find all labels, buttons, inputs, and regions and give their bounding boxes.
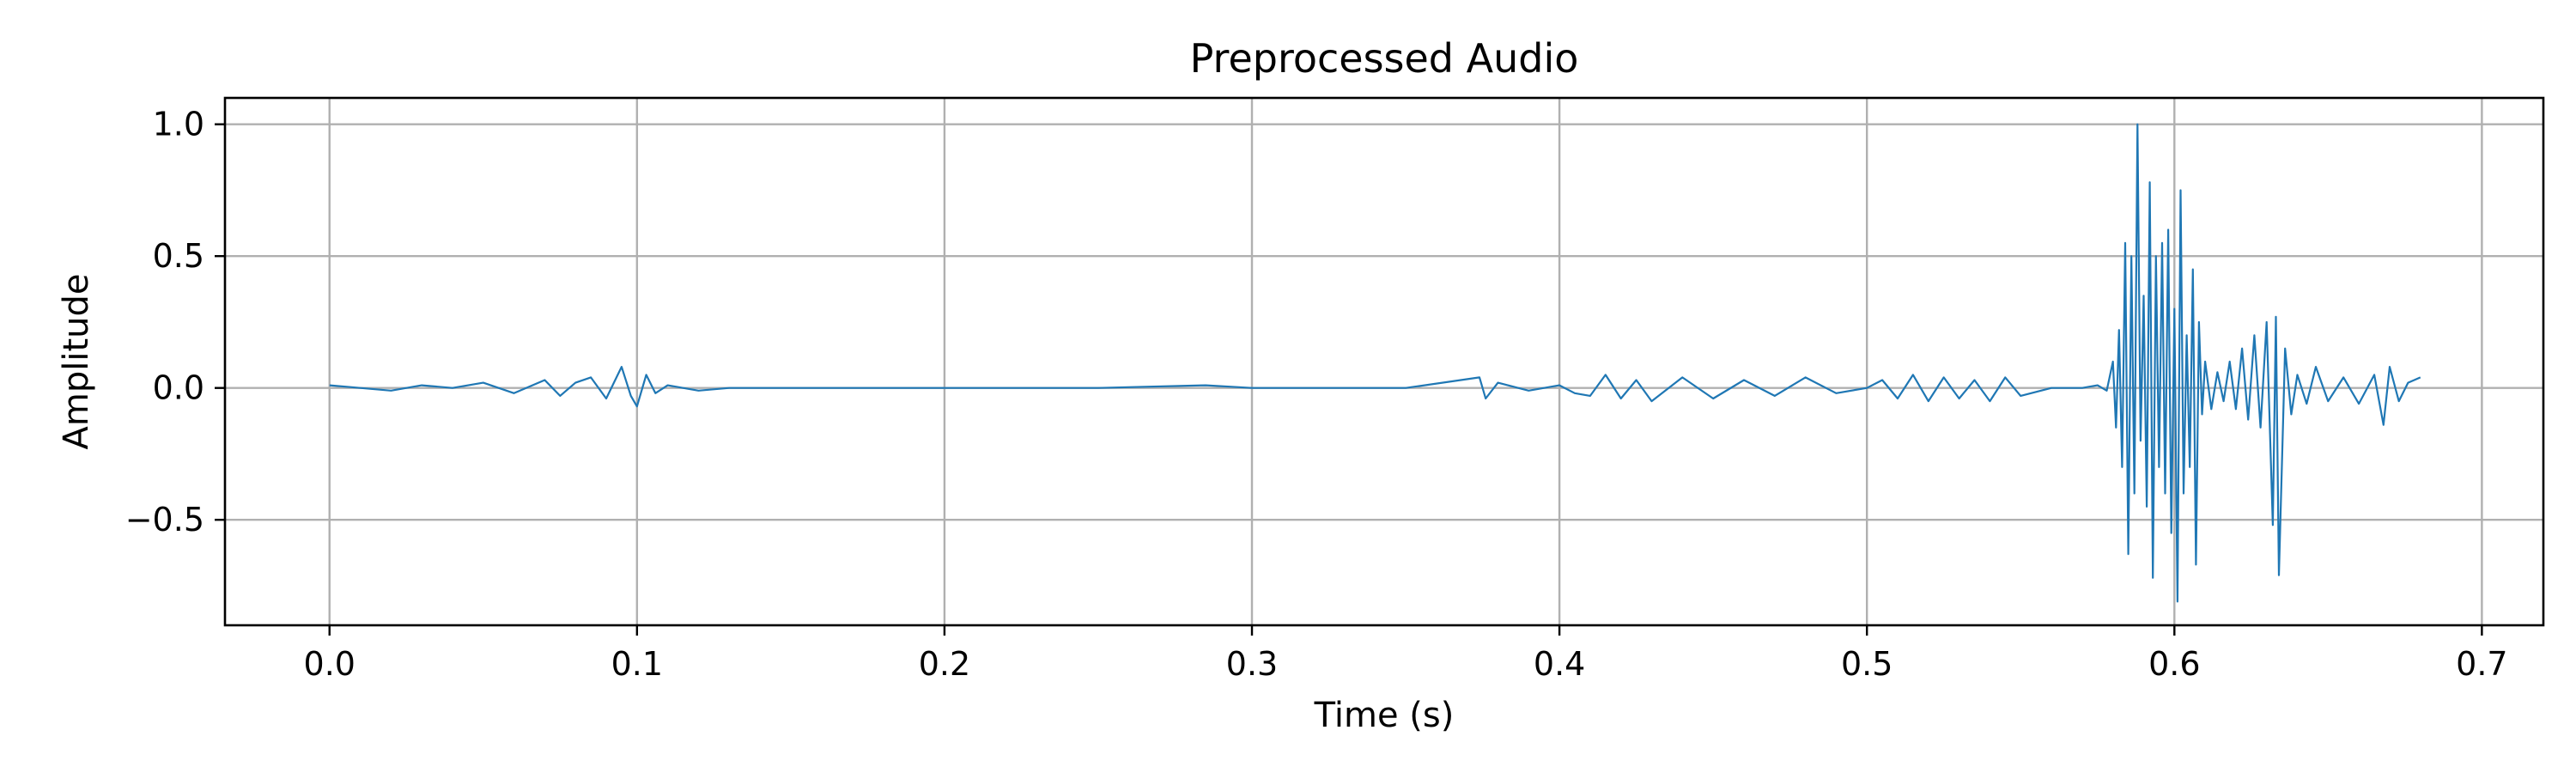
x-tick-label: 0.6 <box>2148 645 2200 683</box>
y-tick-label: 0.5 <box>153 237 204 275</box>
x-tick-label: 0.1 <box>611 645 663 683</box>
x-tick-label: 0.3 <box>1226 645 1278 683</box>
plot-frame <box>223 96 2545 627</box>
y-axis-label: Amplitude <box>57 274 96 450</box>
y-tick-label: 1.0 <box>153 106 204 143</box>
y-tick-label: 0.0 <box>153 369 204 407</box>
waveform-line <box>329 123 2421 603</box>
trace-layer <box>329 123 2421 603</box>
tick-layer: 0.0 0.1 0.2 0.3 0.4 0.5 0.6 0.7 1.0 0.5 0.0 −0.5 <box>125 106 2508 683</box>
x-tick-label: 0.7 <box>2456 645 2507 683</box>
x-axis-label: Time (s) <box>1314 696 1455 735</box>
x-tick-label: 0.0 <box>304 645 355 683</box>
x-tick-label: 0.4 <box>1534 645 1585 683</box>
chart-title: Preprocessed Audio <box>1190 35 1579 82</box>
x-tick-label: 0.5 <box>1841 645 1893 683</box>
x-tick-label: 0.2 <box>919 645 970 683</box>
y-tick-label: −0.5 <box>125 501 204 539</box>
